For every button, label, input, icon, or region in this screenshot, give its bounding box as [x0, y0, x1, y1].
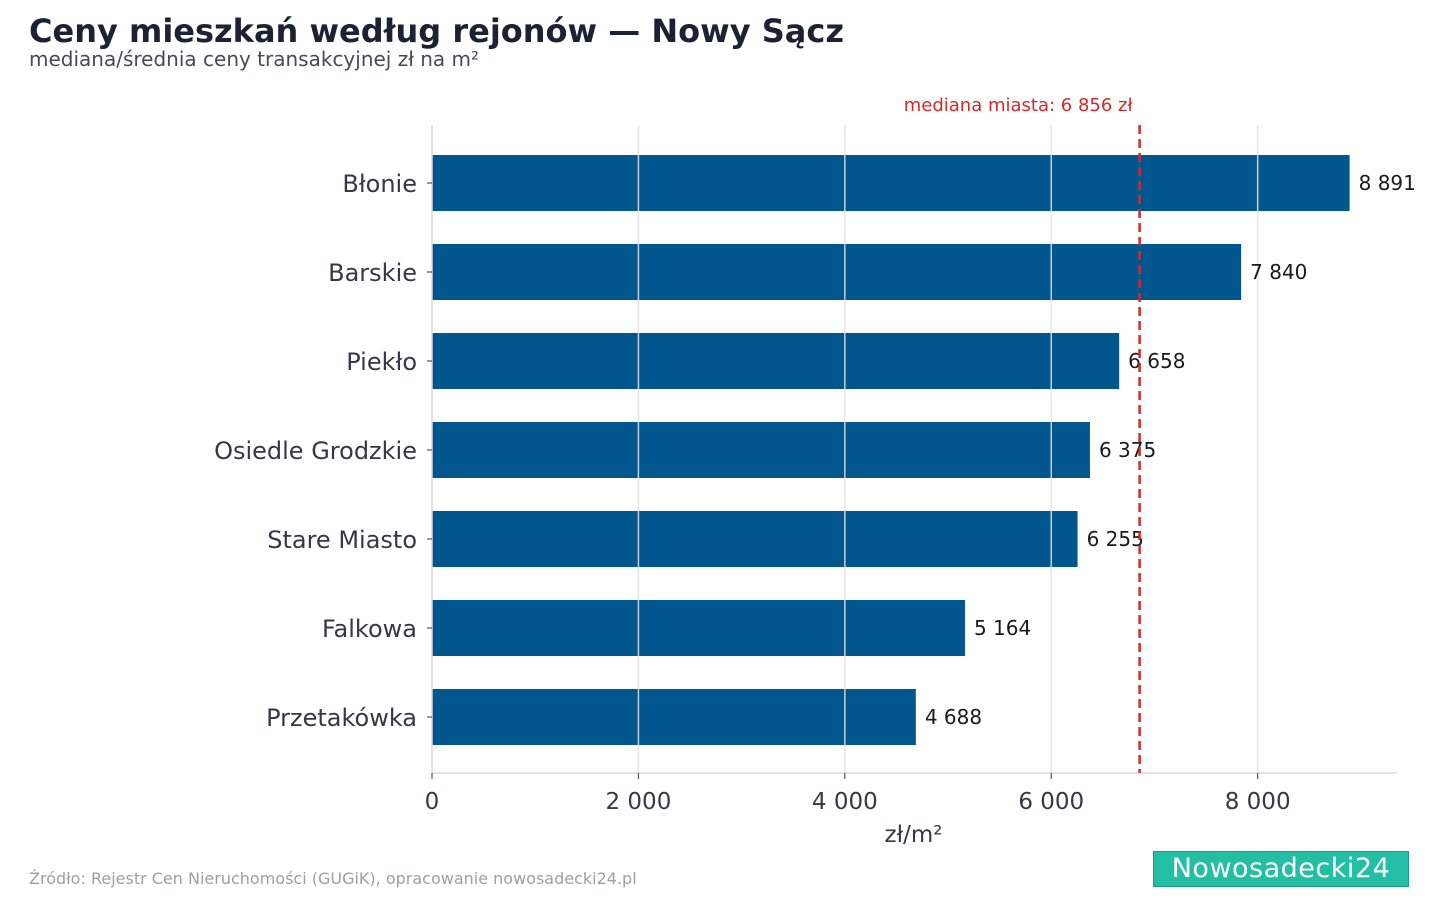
category-label: Piekło [346, 348, 417, 376]
value-label: 4 688 [925, 705, 982, 729]
reference-line-label: mediana miasta: 6 856 zł [904, 95, 1134, 116]
bar [432, 600, 965, 656]
x-tick-label: 0 [425, 789, 440, 815]
reference-line-group: mediana miasta: 6 856 zł [904, 95, 1141, 773]
category-label: Błonie [342, 170, 417, 198]
value-label: 7 840 [1250, 260, 1307, 284]
category-label: Barskie [328, 259, 417, 287]
chart-title: Ceny mieszkań według rejonów — Nowy Sącz [29, 12, 844, 50]
bar [432, 511, 1078, 567]
x-tick-label: 6 000 [1018, 789, 1084, 815]
bar [432, 422, 1090, 478]
x-axis-title: zł/m² [885, 822, 943, 848]
value-label: 6 255 [1087, 527, 1144, 551]
chart-subtitle: mediana/średnia ceny transakcyjnej zł na… [29, 47, 480, 71]
labels: Błonie 8 891 Barskie 7 840 Piekło 6 658 Osiedl… [214, 170, 1416, 848]
bar [432, 333, 1120, 389]
value-label: 6 375 [1099, 438, 1156, 462]
x-tick-label: 8 000 [1225, 789, 1291, 815]
x-tick-label: 4 000 [812, 789, 878, 815]
bar [432, 689, 916, 745]
value-label: 6 658 [1128, 349, 1185, 373]
x-tick-label: 2 000 [605, 789, 671, 815]
bar [432, 244, 1242, 300]
brand-logo: Nowosadecki24 [1153, 851, 1409, 887]
source-note: Źródło: Rejestr Cen Nieruchomości (GUGiK… [29, 869, 637, 888]
value-label: 8 891 [1359, 171, 1416, 195]
category-label: Przetakówka [266, 704, 417, 732]
axes [427, 125, 1397, 779]
category-label: Falkowa [322, 615, 417, 643]
category-label: Osiedle Grodzkie [214, 437, 417, 465]
value-label: 5 164 [974, 616, 1031, 640]
category-label: Stare Miasto [267, 526, 417, 554]
bar [432, 155, 1350, 211]
bars [432, 125, 1350, 773]
